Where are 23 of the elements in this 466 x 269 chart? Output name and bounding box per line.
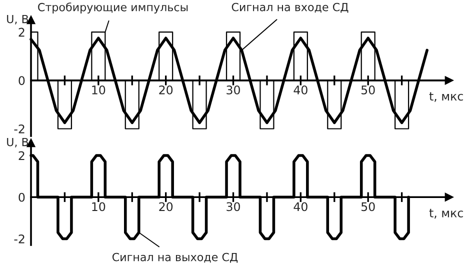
- x-tick-label: 40: [294, 202, 308, 212]
- y-tick-label: 0: [18, 76, 25, 86]
- x-tick-label: 50: [361, 202, 375, 212]
- x-axis-title: t, мкс: [429, 208, 463, 219]
- x-tick-label: 30: [226, 202, 240, 212]
- series-label: Стробирующие импульсы: [38, 2, 188, 14]
- y-tick-label: -2: [14, 234, 24, 244]
- x-tick-label: 20: [159, 85, 173, 94]
- y-tick-label: 0: [18, 192, 25, 202]
- x-tick-label: 50: [361, 85, 375, 94]
- x-axis-title: t, мкс: [429, 92, 463, 102]
- y-tick-label: 2: [18, 151, 24, 160]
- y-tick-label: 2: [18, 28, 24, 37]
- x-tick-label: 10: [92, 202, 106, 212]
- x-tick-label: 40: [294, 85, 308, 94]
- y-tick-label: -2: [14, 124, 24, 134]
- y-axis-title: U, В: [7, 138, 28, 148]
- x-tick-label: 20: [159, 202, 173, 212]
- y-axis-title: U, В: [7, 14, 28, 24]
- text: Сигнал на входе СД: [232, 2, 348, 13]
- x-tick-label: 30: [226, 85, 240, 94]
- x-tick-label: 10: [92, 85, 106, 94]
- legend-label: Сигнал на выходе СД: [112, 252, 238, 263]
